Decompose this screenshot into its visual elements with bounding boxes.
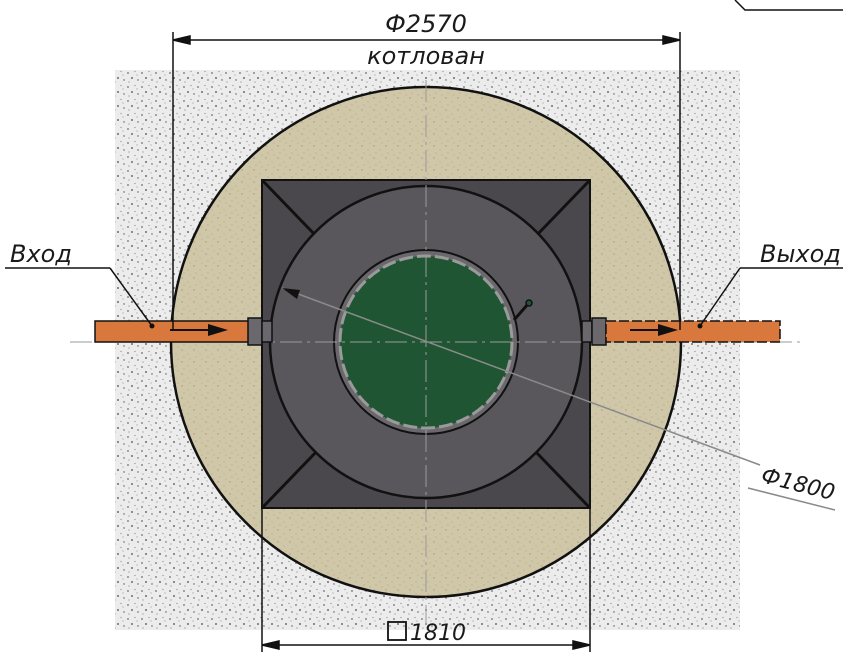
outlet-leader-dot <box>697 323 703 329</box>
ring-leader-arrow <box>282 288 300 299</box>
ring-diameter-label: Ф1800 <box>759 464 838 506</box>
corner-braces <box>260 178 592 510</box>
ring-diameter-leader <box>281 287 836 511</box>
title-block-fragment <box>734 0 843 11</box>
outlet-arrow-icon <box>630 324 678 336</box>
inlet-arrow-icon <box>170 324 228 336</box>
outlet-pipe <box>581 317 781 346</box>
inlet-pipe <box>94 317 273 346</box>
inlet-leader-dot <box>149 323 155 329</box>
inlet-label: Вход <box>10 240 72 268</box>
base-size-dimension <box>261 508 591 652</box>
vent-stub <box>512 303 530 321</box>
base-size-label: 1810 <box>410 621 466 646</box>
inlet-leader <box>109 267 153 327</box>
outlet-leader <box>699 267 741 327</box>
outlet-label: Выход <box>760 240 841 268</box>
vent-stub-cap <box>525 299 533 307</box>
square-symbol-icon <box>387 621 407 641</box>
pit-caption-label: котлован <box>367 42 485 70</box>
pit-diameter-label: Ф2570 <box>385 10 467 38</box>
pit-diameter-dimension <box>172 32 681 330</box>
